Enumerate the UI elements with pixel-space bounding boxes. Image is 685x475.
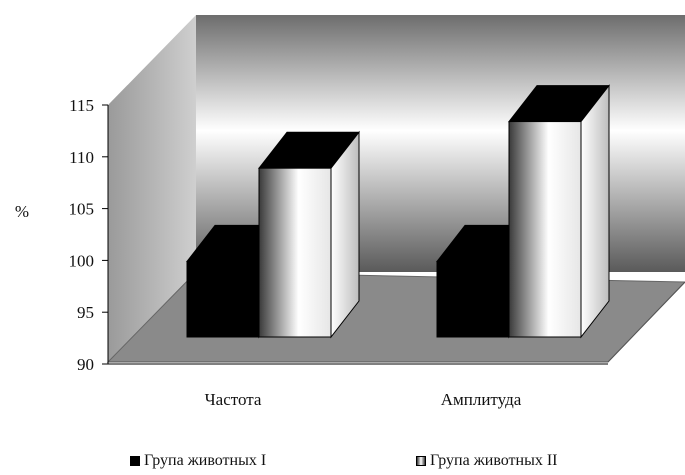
y-tick-label-110: 110 <box>69 148 94 167</box>
legend: Група животных I Група животных II <box>0 452 685 472</box>
bar-front-face <box>436 260 510 338</box>
x-axis: Частота Амплитуда <box>108 363 608 409</box>
legend-item-group-1: Група животных I <box>130 452 266 470</box>
bars-group <box>185 84 611 339</box>
bar-front-face <box>258 167 332 338</box>
y-axis: 90 95 100 105 110 115 % <box>15 96 109 374</box>
legend-label-group-2: Група животных II <box>430 452 558 469</box>
y-tick-label-115: 115 <box>69 96 94 115</box>
bar-front-face <box>508 121 582 338</box>
y-tick-label-105: 105 <box>69 200 95 219</box>
floor-right-edge <box>607 281 685 363</box>
legend-label-group-1: Група животных I <box>144 452 267 469</box>
left-wall <box>108 15 196 362</box>
y-axis-title: % <box>15 202 29 221</box>
bar-series-2-cat-2 <box>507 84 611 339</box>
legend-swatch-gradient <box>416 456 426 466</box>
y-tick-label-90: 90 <box>77 355 94 374</box>
bar-series-2-cat-1 <box>257 130 361 339</box>
bar-side-face <box>580 84 610 339</box>
y-tick-label-95: 95 <box>77 303 94 322</box>
y-tick-group: 90 95 100 105 110 115 <box>69 96 108 374</box>
y-tick-label-100: 100 <box>69 251 95 270</box>
bar-side-face <box>330 130 360 339</box>
x-tick-label-amplituda: Амплитуда <box>441 390 522 409</box>
bar-front-face <box>186 260 260 338</box>
legend-swatch-black <box>130 456 140 466</box>
legend-item-group-2: Група животных II <box>416 452 558 470</box>
x-tick-label-chastota: Частота <box>205 390 262 409</box>
